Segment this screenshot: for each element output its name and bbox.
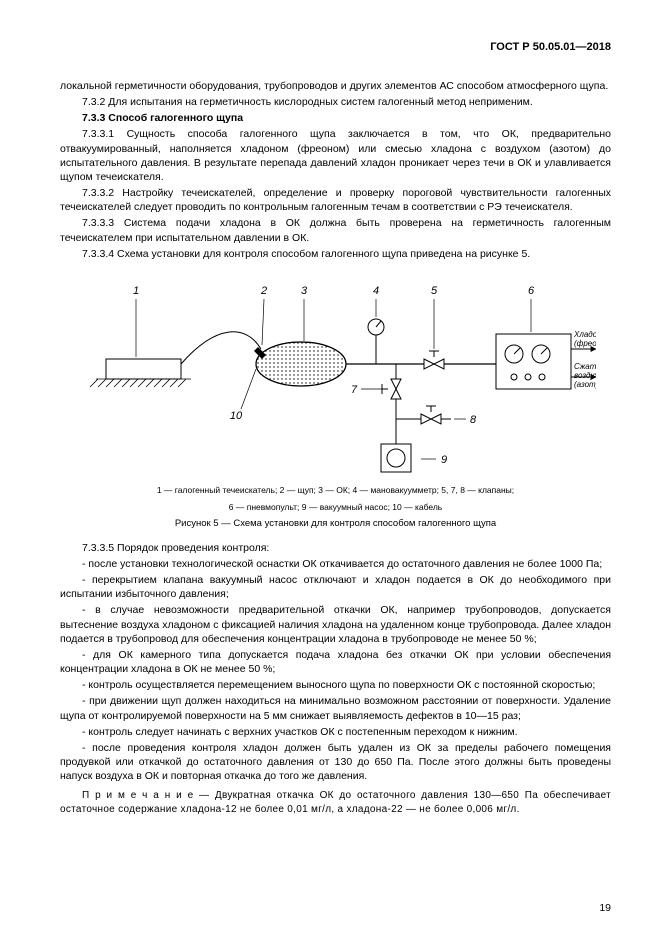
callout-5: 5 bbox=[430, 285, 437, 297]
label-air1: Сжатый bbox=[574, 362, 596, 371]
paragraph: 7.3.2 Для испытания на герметичность кис… bbox=[60, 95, 611, 109]
schematic-svg: Хладон (фреон) Сжатый воздух (азот) bbox=[76, 269, 596, 479]
page: ГОСТ Р 50.05.01—2018 локальной герметичн… bbox=[0, 0, 661, 935]
label-azot: (азот) bbox=[574, 380, 596, 389]
list-item: - при движении щуп должен находиться на … bbox=[60, 694, 611, 722]
figure-caption: Рисунок 5 — Схема установки для контроля… bbox=[60, 518, 611, 531]
note: П р и м е ч а н и е — Двукратная откачка… bbox=[60, 789, 611, 816]
list-item: - контроль осуществляется перемещением в… bbox=[60, 678, 611, 692]
section-heading: 7.3.3 Способ галогенного щупа bbox=[60, 111, 611, 125]
figure-legend-line1: 1 — галогенный течеискатель; 2 — щуп; 3 … bbox=[60, 485, 611, 496]
list-item: - в случае невозможности предварительной… bbox=[60, 603, 611, 646]
page-number: 19 bbox=[599, 901, 611, 915]
paragraph: 7.3.3.1 Сущность способа галогенного щуп… bbox=[60, 127, 611, 184]
callout-10: 10 bbox=[229, 410, 242, 422]
label-hladon: Хладон bbox=[573, 330, 596, 339]
document-id: ГОСТ Р 50.05.01—2018 bbox=[60, 40, 611, 55]
callout-9: 9 bbox=[440, 454, 446, 466]
figure-legend-line2: 6 — пневмопульт; 9 — вакуумный насос; 10… bbox=[60, 502, 611, 513]
list-item: - контроль следует начинать с верхних уч… bbox=[60, 725, 611, 739]
callout-3: 3 bbox=[300, 285, 307, 297]
callout-6: 6 bbox=[527, 285, 534, 297]
paragraph: 7.3.3.5 Порядок проведения контроля: bbox=[60, 541, 611, 555]
callout-8: 8 bbox=[469, 414, 476, 426]
paragraph: 7.3.3.3 Система подачи хладона в ОК долж… bbox=[60, 216, 611, 244]
callout-2: 2 bbox=[259, 285, 266, 297]
list-item: - перекрытием клапана вакуумный насос от… bbox=[60, 573, 611, 601]
list-item: - после проведения контроля хладон долже… bbox=[60, 741, 611, 784]
paragraph: локальной герметичности оборудования, тр… bbox=[60, 79, 611, 93]
list-item: - после установки технологической оснаст… bbox=[60, 557, 611, 571]
label-air2: воздух bbox=[574, 371, 596, 380]
callout-4: 4 bbox=[372, 285, 378, 297]
paragraph: 7.3.3.4 Схема установки для контроля спо… bbox=[60, 247, 611, 261]
paragraph: 7.3.3.2 Настройку течеискателей, определ… bbox=[60, 186, 611, 214]
callout-7: 7 bbox=[350, 384, 357, 396]
callout-1: 1 bbox=[132, 285, 138, 297]
figure-5: Хладон (фреон) Сжатый воздух (азот) bbox=[60, 269, 611, 531]
label-freon: (фреон) bbox=[574, 339, 596, 348]
list-item: - для ОК камерного типа допускается пода… bbox=[60, 648, 611, 676]
